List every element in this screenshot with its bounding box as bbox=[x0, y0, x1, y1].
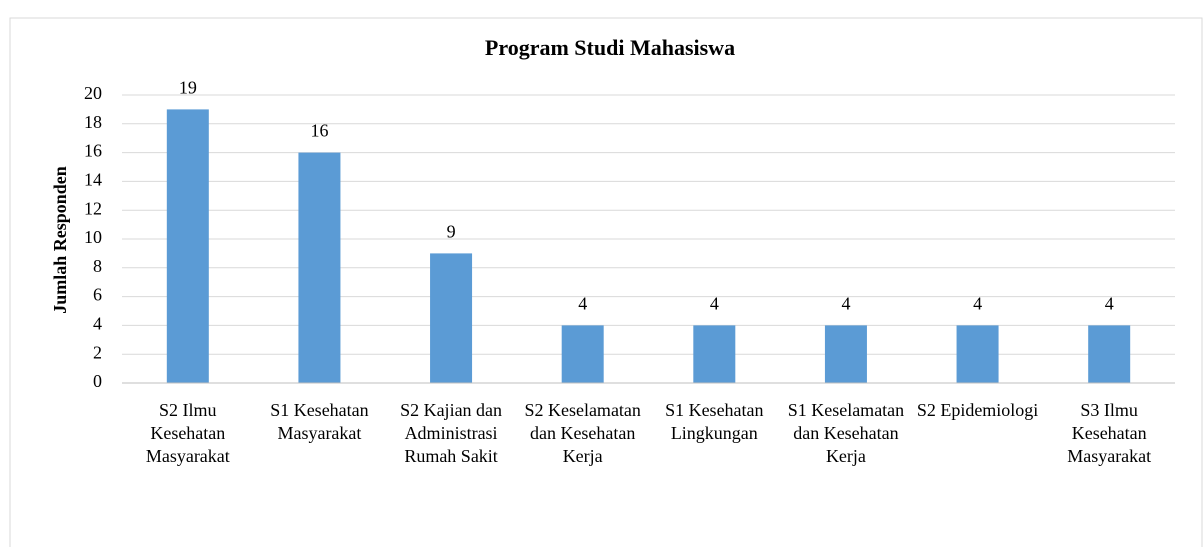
x-tick-label: S1 Kesehatan Lingkungan bbox=[665, 400, 764, 443]
y-axis-label: Jumlah Responden bbox=[50, 166, 70, 314]
data-label: 4 bbox=[710, 294, 719, 314]
data-label: 4 bbox=[1105, 294, 1114, 314]
chart-title: Program Studi Mahasiswa bbox=[485, 35, 735, 60]
data-label: 19 bbox=[179, 78, 197, 98]
x-tick-label: S1 Kesehatan Masyarakat bbox=[270, 400, 369, 443]
data-label: 4 bbox=[841, 294, 850, 314]
bar bbox=[824, 325, 867, 383]
y-tick-label: 16 bbox=[84, 141, 102, 161]
y-tick-label: 4 bbox=[93, 314, 102, 334]
y-tick-label: 6 bbox=[93, 285, 102, 305]
bar bbox=[166, 109, 209, 384]
data-label: 4 bbox=[578, 294, 587, 314]
bar bbox=[956, 325, 999, 383]
y-tick-label: 20 bbox=[84, 83, 102, 103]
x-tick-label: S2 Ilmu Kesehatan Masyarakat bbox=[145, 400, 230, 466]
bar bbox=[430, 253, 473, 383]
y-tick-label: 10 bbox=[84, 227, 102, 247]
y-tick-label: 12 bbox=[84, 198, 102, 218]
y-tick-label: 0 bbox=[93, 371, 102, 391]
chart-border bbox=[9, 17, 1203, 547]
bar bbox=[561, 325, 604, 383]
data-label: 16 bbox=[310, 121, 328, 141]
y-tick-label: 2 bbox=[93, 342, 102, 362]
bar bbox=[1088, 325, 1131, 383]
x-tick-label: S3 Ilmu Kesehatan Masyarakat bbox=[1067, 400, 1152, 466]
y-tick-label: 8 bbox=[93, 256, 102, 276]
y-tick-label: 18 bbox=[84, 112, 102, 132]
data-label: 9 bbox=[447, 222, 456, 242]
x-tick-label: S2 Epidemiologi bbox=[916, 400, 1039, 420]
x-tick-label: S2 Keselamatan dan Kesehatan Kerja bbox=[524, 400, 641, 466]
bar bbox=[693, 325, 736, 383]
y-tick-label: 14 bbox=[84, 170, 102, 190]
data-label: 4 bbox=[973, 294, 982, 314]
x-tick-label: S1 Keselamatan dan Kesehatan Kerja bbox=[787, 400, 905, 466]
x-tick-label: S2 Kajian dan Administrasi Rumah Sakit bbox=[400, 400, 503, 466]
bar bbox=[298, 152, 341, 383]
